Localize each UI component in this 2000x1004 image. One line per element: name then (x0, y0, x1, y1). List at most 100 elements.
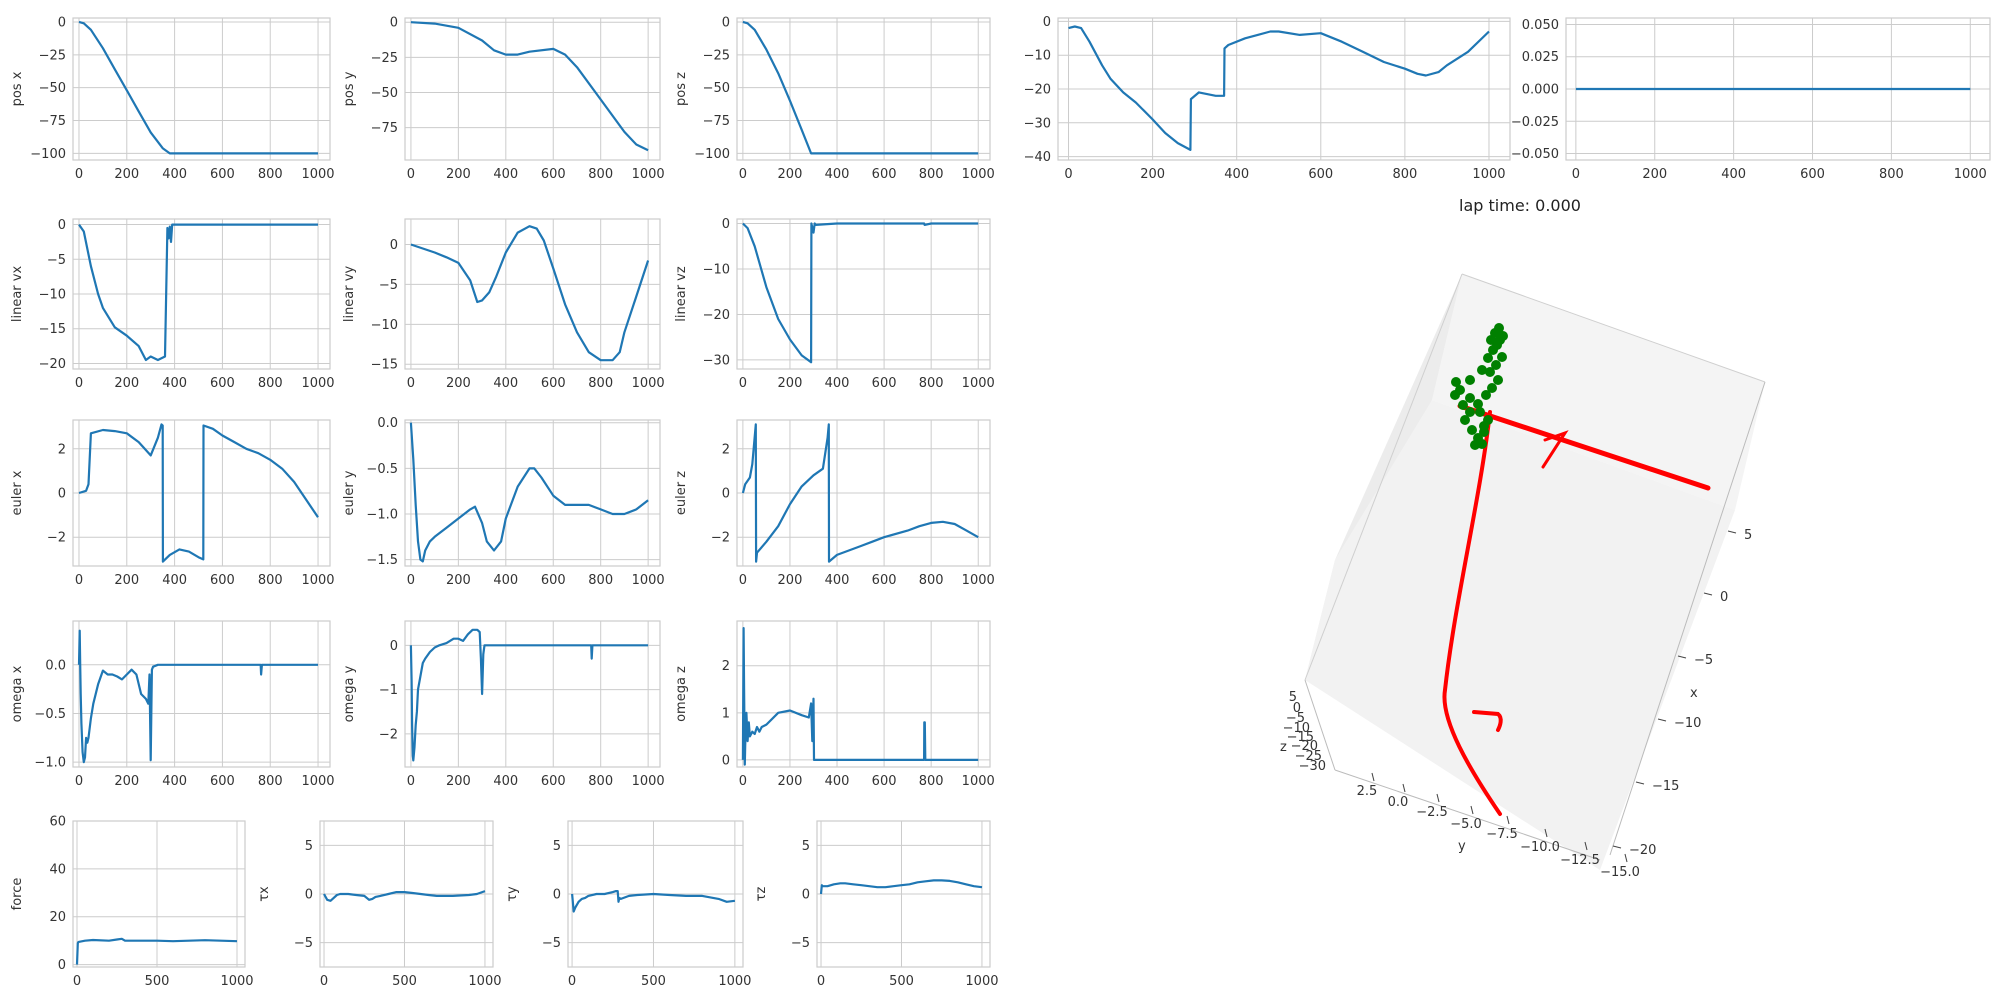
obstacle-point (1483, 353, 1493, 363)
y-tick (1402, 783, 1406, 793)
obstacle-point (1450, 390, 1460, 400)
axes-frame (72, 218, 331, 370)
obstacle-point (1486, 335, 1496, 345)
z-tick-label: −20 (1291, 739, 1318, 754)
y-axis-label: omega y (342, 665, 357, 722)
obstacle-point (1465, 393, 1475, 403)
x-tick-label: 1000 (962, 573, 995, 588)
chart-linear_vy: 0 200 400 600 800 1000 0 −5 −10 −15 linear vy (342, 218, 665, 391)
x-tick-label: 1000 (220, 974, 253, 989)
y-axis-label: τx (257, 886, 272, 902)
x-tick-label: 0 (1720, 590, 1728, 605)
y-axis-label: omega x (10, 665, 25, 722)
x-tick-label: 0 (75, 573, 83, 588)
series-line (409, 628, 649, 762)
y-tick-label: −20 (1024, 83, 1051, 98)
z-axis-line (1304, 679, 1336, 771)
y-axis-label: linear vx (10, 266, 25, 323)
y-tick-label: 2 (58, 442, 66, 457)
z-tick-label: −25 (1295, 749, 1322, 764)
obstacle-point (1497, 352, 1507, 362)
x-tick (1657, 718, 1667, 722)
x-tick-label: 1000 (1472, 167, 1505, 182)
series-line (571, 889, 736, 913)
x-tick-label: 600 (872, 774, 897, 789)
x-tick-label: 400 (493, 573, 518, 588)
y-axis-label: force (10, 878, 25, 911)
y-tick-label: 0.025 (1522, 50, 1559, 65)
series-line (1068, 25, 1490, 151)
y-tick-label: −75 (39, 114, 66, 129)
axes-frame (404, 419, 661, 567)
x-tick-label: 600 (872, 167, 897, 182)
y-axis-label: omega z (674, 666, 689, 722)
x-tick-label: 1000 (632, 573, 665, 588)
y-tick (1544, 828, 1548, 838)
y-tick-label: −1.0 (366, 507, 398, 522)
y-tick-label: 0 (1043, 15, 1051, 30)
obstacle-point (1493, 375, 1503, 385)
x-tick-label: 1000 (962, 167, 995, 182)
x-tick-label: 0 (739, 774, 747, 789)
y-tick-label: −50 (39, 81, 66, 96)
y-tick-label: −5 (47, 253, 66, 268)
obstacle-point (1467, 425, 1477, 435)
x-tick-label: 200 (446, 774, 471, 789)
x-tick-label: 800 (588, 167, 613, 182)
x-tick-label: 400 (825, 774, 850, 789)
x-tick-label: 800 (1392, 167, 1417, 182)
axes-frame (404, 620, 661, 768)
x-tick-label: 800 (919, 376, 944, 391)
x-tick-label: 200 (1642, 167, 1667, 182)
obstacle-point (1458, 400, 1468, 410)
y-tick-label: −7.5 (1486, 827, 1518, 842)
x-tick-label: 1000 (1954, 167, 1987, 182)
obstacle-point (1491, 360, 1501, 370)
x-tick-label: 400 (493, 774, 518, 789)
y-tick-label: −1 (379, 683, 398, 698)
x-tick-label: 400 (825, 573, 850, 588)
y-tick-label: 0 (722, 15, 730, 30)
x-tick (1677, 655, 1687, 659)
x-tick-label: 0 (407, 167, 415, 182)
chart-unlabeled_top5: 0 200 400 600 800 1000 0.050 0.025 0.000 −0.025 −0… (1511, 17, 1991, 182)
x-tick-label: 600 (541, 774, 566, 789)
y-tick-label: −2.5 (1416, 805, 1448, 820)
x-tick-label: 200 (778, 167, 803, 182)
x-tick-label: 0 (568, 974, 576, 989)
obstacle-point (1470, 440, 1480, 450)
x-tick-label: 600 (541, 167, 566, 182)
x-tick-label: 0 (739, 573, 747, 588)
y-tick (1506, 815, 1510, 825)
y-tick-label: 5 (305, 839, 313, 854)
series-line (323, 890, 486, 902)
series-line (819, 879, 983, 895)
x-tick-label: 1000 (301, 774, 334, 789)
x-tick-label: 0 (1572, 167, 1580, 182)
x-tick-label: 400 (825, 167, 850, 182)
x-tick-label: 1000 (965, 974, 998, 989)
y-tick-label: −5 (791, 936, 810, 951)
chart-euler_z: 0 200 400 600 800 1000 2 0 −2 euler z (674, 419, 995, 588)
chart-euler_x: 0 200 400 600 800 1000 2 0 −2 euler x (10, 419, 335, 588)
y-tick-label: −0.5 (34, 707, 66, 722)
x-tick-label: 0 (407, 774, 415, 789)
x-tick-label: 800 (258, 774, 283, 789)
x-tick-label: 200 (114, 376, 139, 391)
edge (1461, 273, 1766, 383)
y-tick-label: −10 (1024, 49, 1051, 64)
y-tick-label: 0.0 (377, 416, 398, 431)
z-tick-label: −10 (1283, 721, 1310, 736)
x-tick-label: 400 (1721, 167, 1746, 182)
y-axis-label: euler y (342, 470, 357, 515)
series-line (75, 937, 238, 965)
trajectory-path (1442, 410, 1502, 816)
y-tick-label: 20 (49, 910, 66, 925)
y-tick-label: −25 (39, 48, 66, 63)
axes-frame (736, 620, 991, 768)
z-tick-label: −30 (1299, 759, 1326, 774)
y-tick-label: −30 (1024, 116, 1051, 131)
x-tick-label: 600 (541, 376, 566, 391)
x-tick-label: 0 (75, 376, 83, 391)
x-tick (1612, 845, 1622, 849)
